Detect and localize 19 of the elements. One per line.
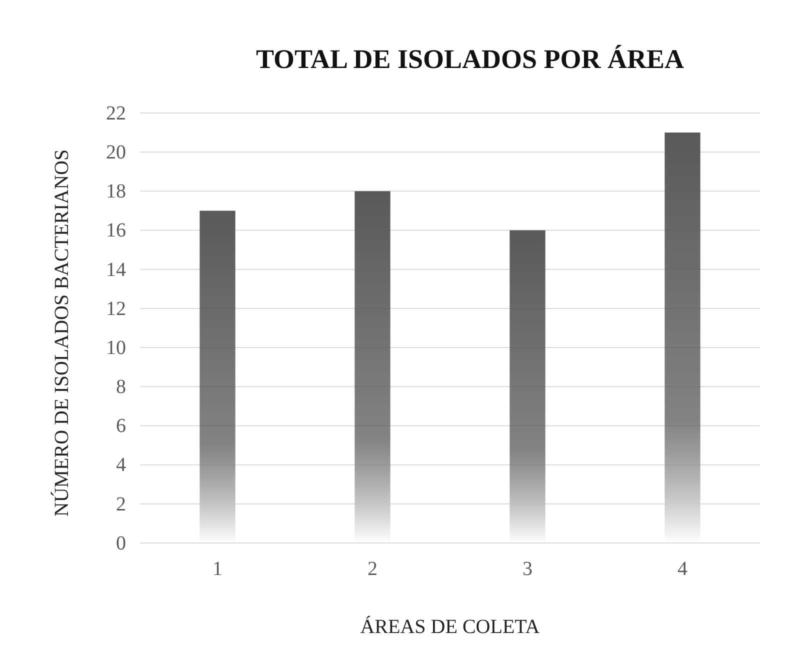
y-tick-label: 20 [106, 141, 126, 164]
y-tick-label: 6 [116, 415, 126, 438]
y-tick-label: 4 [116, 454, 126, 476]
y-tick-label: 12 [106, 298, 126, 320]
x-tick-label: 3 [522, 558, 532, 580]
y-tick-label: 18 [106, 180, 126, 203]
y-tick-label: 8 [116, 376, 126, 398]
x-tick-label: 4 [678, 558, 688, 580]
x-tick-label: 2 [368, 558, 378, 580]
y-tick-label: 14 [106, 258, 126, 281]
y-tick-label: 16 [106, 220, 126, 242]
y-tick-label: 2 [116, 493, 126, 516]
y-tick-label: 10 [106, 336, 126, 359]
x-tick-label: 1 [212, 558, 222, 580]
chart-title: TOTAL DE ISOLADOS POR ÁREA [256, 44, 685, 74]
y-axis-title: NÚMERO DE ISOLADOS BACTERIANOS [50, 149, 73, 517]
y-tick-label: 22 [106, 102, 126, 124]
y-tick-label: 0 [116, 532, 126, 554]
x-axis-title: ÁREAS DE COLETA [360, 615, 540, 638]
